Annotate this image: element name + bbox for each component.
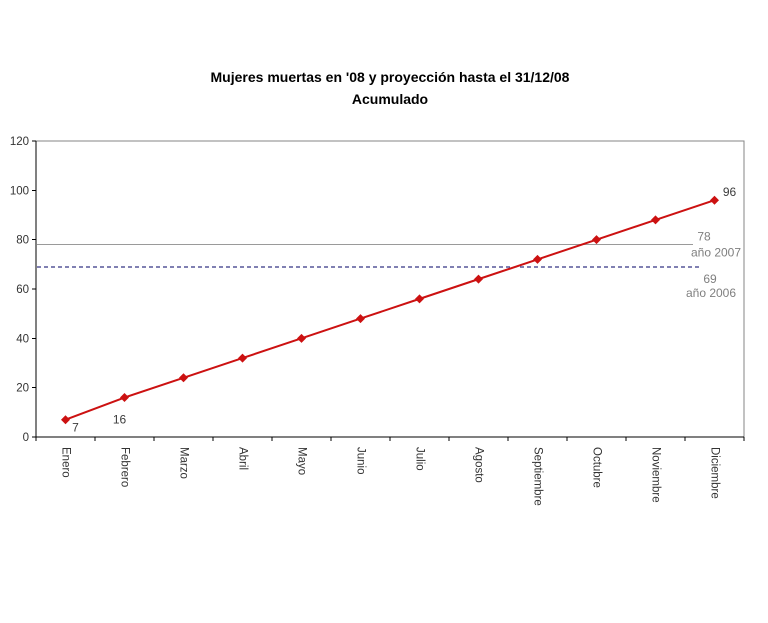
y-axis-tick-label: 100 [10, 185, 29, 197]
data-point-marker [120, 393, 129, 403]
data-point-marker [61, 415, 70, 425]
chart-title-line2: Acumulado [351, 91, 429, 107]
x-axis-month-label: Junio [355, 447, 367, 475]
x-axis-month-label: Julio [414, 447, 426, 471]
data-point-marker [297, 333, 306, 343]
data-point-marker [415, 294, 424, 304]
y-axis-tick-label: 40 [16, 333, 29, 345]
reference-line-value-label: 78 [697, 230, 711, 244]
x-axis-month-label: Enero [60, 447, 72, 478]
data-point-marker [592, 235, 601, 245]
x-axis-month-label: Septiembre [532, 447, 544, 506]
x-axis-month-label: Abril [237, 447, 249, 470]
reference-line-value-label: 69 [703, 272, 717, 286]
x-axis-month-label: Mayo [296, 447, 308, 475]
x-axis-month-label: Octubre [591, 447, 603, 488]
data-point-marker [533, 254, 542, 264]
x-axis-month-label: Febrero [119, 447, 131, 487]
y-axis-tick-label: 20 [16, 383, 29, 395]
y-axis-tick-label: 80 [16, 235, 29, 247]
reference-line-year-label: año 2007 [691, 246, 741, 260]
x-axis-month-label: Diciembre [709, 447, 721, 499]
data-point-marker [179, 373, 188, 383]
chart-title: Mujeres muertas en '08 y proyección hast… [36, 66, 744, 110]
data-point-label: 7 [72, 421, 79, 435]
data-point-marker [710, 195, 719, 205]
data-series-line [65, 199, 715, 421]
chart-title-line1: Mujeres muertas en '08 y proyección hast… [210, 69, 570, 85]
y-axis-tick-label: 60 [16, 284, 29, 296]
data-point-marker [474, 274, 483, 284]
data-point-label: 16 [113, 413, 127, 427]
y-axis-tick-label: 0 [23, 432, 29, 444]
data-point-marker [356, 314, 365, 324]
y-axis-tick-label: 120 [10, 136, 29, 148]
x-axis-month-label: Marzo [178, 447, 190, 479]
data-point-marker [238, 353, 247, 363]
data-point-label: 96 [723, 185, 737, 199]
reference-line-year-label: año 2006 [686, 286, 736, 300]
x-axis-month-label: Agosto [473, 447, 485, 483]
data-point-marker [651, 215, 660, 225]
x-axis-month-label: Noviembre [650, 447, 662, 503]
